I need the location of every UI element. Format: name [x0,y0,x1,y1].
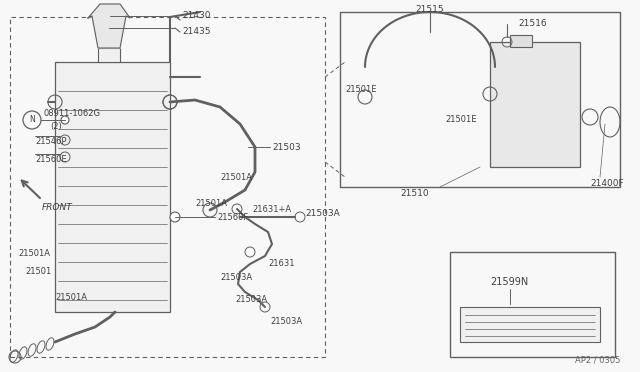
Text: 21501A: 21501A [55,292,87,301]
Bar [450,252,615,357]
Circle shape [61,116,69,124]
Bar [490,42,580,167]
Text: 21503A: 21503A [305,209,340,218]
Text: (2): (2) [50,122,61,131]
Bar [55,62,170,312]
Text: 21631+A: 21631+A [252,205,291,215]
Text: 21501A: 21501A [18,250,50,259]
Circle shape [170,212,180,222]
Text: 21560F: 21560F [217,212,248,221]
Text: 21516: 21516 [518,19,547,29]
Text: 21501E: 21501E [345,86,376,94]
Bar [460,307,600,342]
Text: 21503A: 21503A [220,273,252,282]
Text: 21560E: 21560E [35,155,67,164]
Bar [510,35,532,47]
Text: 21503: 21503 [272,142,301,151]
Text: 21503A: 21503A [270,317,302,327]
Bar [98,48,120,62]
Text: 21503A: 21503A [235,295,267,305]
Text: 21501: 21501 [25,267,51,276]
Text: 21501A: 21501A [220,173,252,182]
Text: 21501A: 21501A [195,199,227,208]
Text: 08911-1062G: 08911-1062G [44,109,101,119]
Text: 21435: 21435 [182,28,211,36]
Text: 21501E: 21501E [445,115,477,125]
Text: AP2 / 0305: AP2 / 0305 [575,356,620,365]
Text: 21515: 21515 [415,4,444,13]
Text: 21631: 21631 [268,260,294,269]
Text: N: N [29,115,35,125]
Text: 21400F: 21400F [590,180,623,189]
Bar [340,12,620,187]
Text: 21599N: 21599N [490,277,528,287]
Bar [10,17,325,357]
Text: 21546P: 21546P [35,138,67,147]
Text: 21430: 21430 [182,12,211,20]
Text: FRONT: FRONT [42,202,73,212]
Polygon shape [88,4,130,48]
Text: 21510: 21510 [400,189,429,199]
